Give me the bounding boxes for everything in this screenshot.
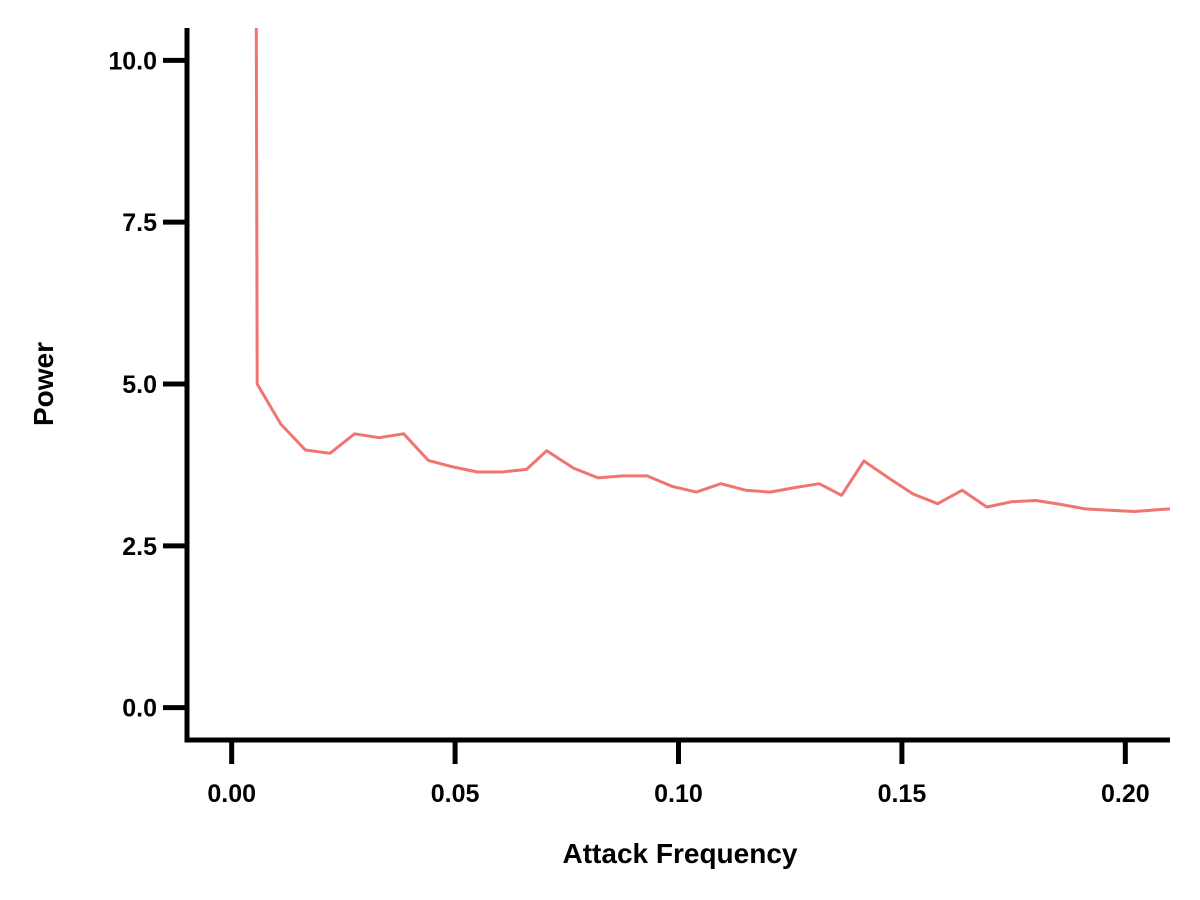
x-tick-label: 0.05 <box>431 780 480 808</box>
plot-area <box>254 27 1170 513</box>
y-tick-label: 2.5 <box>122 533 157 561</box>
series-line-0 <box>254 27 1170 513</box>
y-tick-label: 0.0 <box>122 695 157 723</box>
y-tick-label: 10.0 <box>108 47 157 75</box>
x-axis-title: Attack Frequency <box>563 838 798 869</box>
axes <box>184 28 1170 743</box>
y-tick-label: 7.5 <box>122 209 157 237</box>
x-tick-label: 0.10 <box>654 780 703 808</box>
ticks: 0.0 2.5 5.0 7.5 10.0 0.00 0.05 0.10 0.15 0.20 <box>108 47 1149 808</box>
y-axis-title: Power <box>28 342 59 426</box>
y-tick-label: 5.0 <box>122 371 157 399</box>
x-tick-label: 0.15 <box>878 780 927 808</box>
x-tick-label: 0.00 <box>207 780 256 808</box>
x-tick-label: 0.20 <box>1101 780 1150 808</box>
